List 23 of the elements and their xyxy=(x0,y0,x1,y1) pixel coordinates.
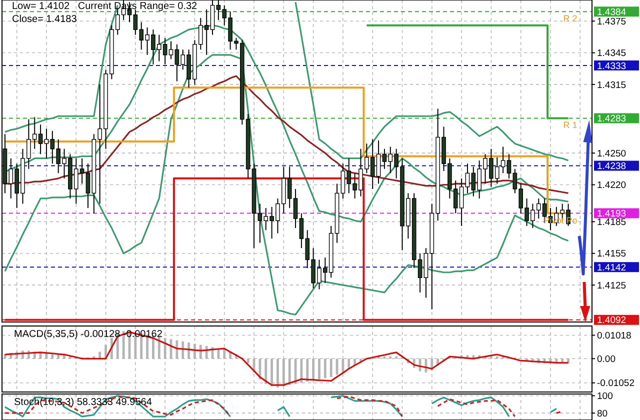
ref-line-label: 1.4333 xyxy=(597,60,626,72)
ref-line-label: 1.4193 xyxy=(597,208,626,220)
y-tick-label: 1.4185 xyxy=(597,217,626,228)
y-tick-label: 1.4375 xyxy=(597,16,626,28)
y-tick-label: 1.4125 xyxy=(597,280,626,292)
annotation: R 2 xyxy=(563,14,578,24)
y-tick-label: 1.4220 xyxy=(597,180,626,192)
ref-line-label: 1.4238 xyxy=(597,161,626,172)
ref-line-label: 1.4092 xyxy=(597,315,626,326)
ref-line-label: 1.4142 xyxy=(597,262,626,274)
y-tick-label: 1.4155 xyxy=(597,248,626,260)
annotation: R 1 xyxy=(563,120,578,130)
y-tick-label: 1.4315 xyxy=(597,80,626,91)
y-tick-label: 1.4250 xyxy=(597,148,626,160)
ref-line-label: 1.4283 xyxy=(597,114,626,125)
y-tick-label: 1.4345 xyxy=(597,48,626,60)
annotation: Close= 1.4183 xyxy=(12,14,78,25)
y-tick-label: 0.00 xyxy=(597,354,616,365)
y-tick-label: -0.01052 xyxy=(597,378,635,390)
y-tick-label: 100 xyxy=(597,391,613,402)
y-tick-label: 0.01018 xyxy=(597,330,632,342)
y-tick-label: 80 xyxy=(597,408,608,420)
ref-line-label: 1.4384 xyxy=(597,6,626,18)
